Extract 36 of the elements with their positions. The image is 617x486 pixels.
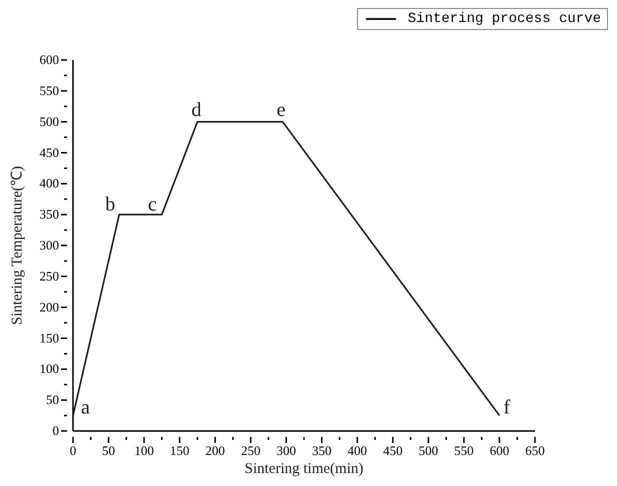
x-tick-label: 250: [240, 443, 260, 458]
annotation: d: [191, 98, 202, 121]
y-tick-label: 0: [52, 423, 59, 438]
x-tick-label: 500: [418, 443, 438, 458]
y-tick-label: 50: [46, 392, 59, 408]
y-tick-label: 600: [40, 52, 59, 67]
x-tick-label: 50: [102, 443, 116, 458]
y-tick-label: 350: [40, 206, 59, 222]
y-axis-title: Sintering Temperature(℃): [9, 166, 26, 326]
x-tick-label: 400: [348, 443, 368, 458]
y-tick-label: 250: [40, 268, 59, 284]
y-tick-label: 100: [40, 361, 59, 376]
annotation: f: [503, 396, 510, 419]
x-tick-label: 0: [70, 443, 76, 458]
x-tick-label: 150: [170, 443, 190, 458]
x-tick-label: 100: [134, 443, 154, 458]
x-tick-label: 350: [312, 443, 332, 458]
x-tick-label: 300: [276, 443, 296, 458]
annotation: e: [276, 98, 286, 121]
x-axis-title: Sintering time(min): [244, 461, 364, 477]
x-tick-label: 450: [383, 443, 403, 458]
annotation: c: [148, 194, 157, 216]
y-tick-label: 300: [40, 238, 59, 252]
x-tick-label: 200: [205, 443, 225, 458]
x-tick-label: 650: [525, 443, 545, 458]
x-tick-label: 550: [454, 443, 474, 458]
y-tick-label: 400: [40, 176, 59, 191]
legend-label: Sintering process curve: [408, 11, 601, 27]
y-tick-label: 500: [40, 114, 59, 129]
annotation: a: [81, 396, 90, 419]
annotation: b: [105, 194, 116, 216]
y-tick-label: 200: [40, 299, 59, 314]
y-tick-label: 550: [40, 82, 59, 98]
y-tick-label: 150: [40, 330, 59, 346]
y-tick-label: 450: [40, 144, 59, 160]
x-tick-label: 600: [490, 443, 510, 458]
